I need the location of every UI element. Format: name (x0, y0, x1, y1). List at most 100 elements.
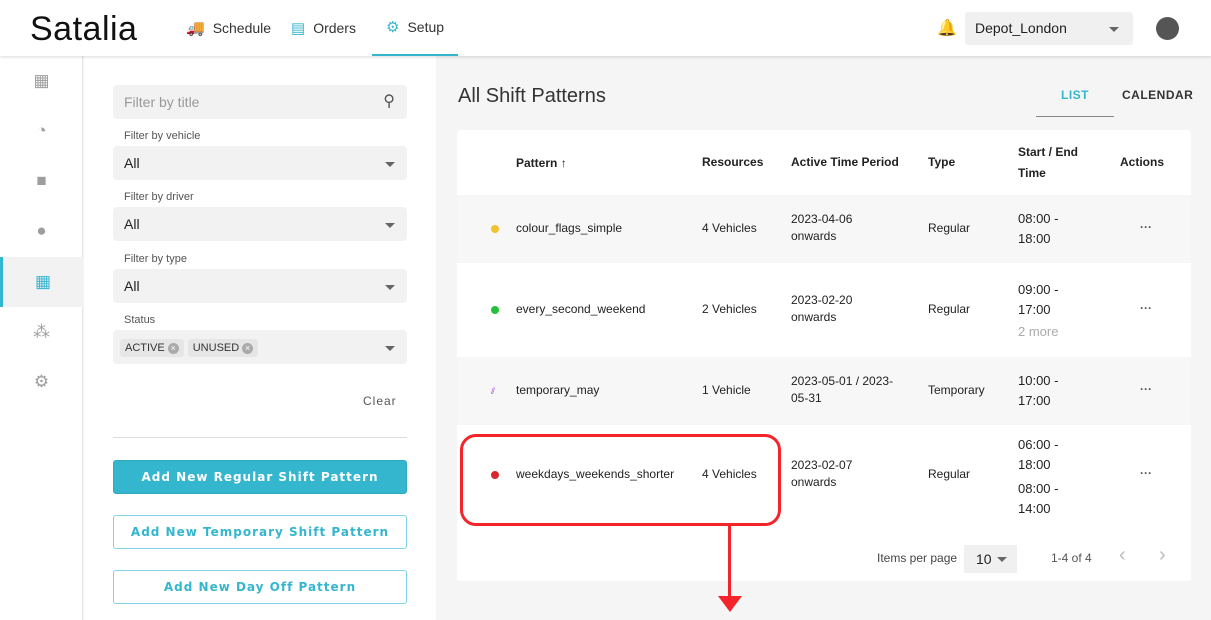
table-row[interactable]: colour_flags_simple 4 Vehicles 2023-04-0… (457, 195, 1191, 263)
nav-label: Schedule (212, 20, 272, 36)
clear-button[interactable]: Clear (363, 394, 397, 408)
search-icon: ⚲ (383, 93, 395, 110)
header-label: Pattern (516, 156, 558, 170)
active-period: 2023-02-07 onwards (791, 457, 852, 491)
table-row[interactable]: ⫽ temporary_may 1 Vehicle 2023-05-01 / 2… (457, 357, 1191, 425)
divider (113, 437, 407, 438)
truck-icon: 🚚 (186, 20, 205, 37)
more-actions-icon[interactable]: ··· (1140, 301, 1152, 315)
type-filter-select[interactable]: All (113, 269, 407, 303)
group-settings-icon[interactable]: ⚙ (33, 372, 50, 391)
active-period: 2023-02-20 onwards (791, 292, 852, 326)
status-filter-select[interactable]: ACTIVE × UNUSED × (113, 330, 407, 364)
times: 06:00 - 18:00 08:00 - 14:00 (1018, 435, 1058, 519)
items-per-page-label: Items per page (877, 551, 958, 565)
time-line: 18:00 (1018, 457, 1051, 472)
period-line: 2023-02-20 (791, 293, 853, 307)
active-period: 2023-04-06 onwards (791, 211, 852, 245)
status-filter-label: Status (124, 314, 156, 326)
page-title: All Shift Patterns (458, 85, 606, 107)
period-line: 05-31 (791, 391, 822, 405)
add-temporary-pattern-button[interactable]: Add New Temporary Shift Pattern (113, 515, 407, 549)
add-day-off-pattern-button[interactable]: Add New Day Off Pattern (113, 570, 407, 604)
more-actions-icon[interactable]: ··· (1140, 382, 1152, 396)
status-chip-active: ACTIVE × (120, 339, 184, 357)
pattern-type: Regular (928, 467, 971, 481)
bell-icon[interactable]: 🔔 (937, 20, 957, 37)
time-line: 08:00 - (1018, 481, 1059, 496)
vehicle-filter-label: Filter by vehicle (124, 130, 201, 142)
chevron-down-icon (385, 162, 395, 167)
striped-flag-icon: ⫽ (491, 386, 496, 396)
add-regular-pattern-button[interactable]: Add New Regular Shift Pattern (113, 460, 407, 494)
tab-list[interactable]: LIST (1036, 88, 1114, 117)
pattern-name[interactable]: colour_flags_simple (516, 221, 623, 235)
table-row[interactable]: every_second_weekend 2 Vehicles 2023-02-… (457, 263, 1191, 357)
more-actions-icon[interactable]: ··· (1140, 466, 1152, 480)
truck-icon[interactable]: ■ (36, 171, 47, 190)
remove-chip-icon[interactable]: × (167, 343, 179, 354)
speedometer-icon[interactable]: ◔ (36, 121, 47, 140)
prev-page-icon[interactable]: ‹ (1119, 544, 1126, 566)
value: All (124, 216, 140, 232)
table-row[interactable]: weekdays_weekends_shorter 4 Vehicles 202… (457, 425, 1191, 525)
time-line: 08:00 - (1018, 211, 1059, 226)
account-circle-icon[interactable] (1156, 17, 1179, 40)
value: All (124, 278, 140, 294)
page-range: 1-4 of 4 (1051, 551, 1092, 565)
vehicle-filter-select[interactable]: All (113, 146, 407, 180)
title-filter-input[interactable]: Filter by title ⚲ (113, 85, 407, 119)
depot-select[interactable]: Depot_London (965, 12, 1133, 45)
nav-orders[interactable]: ▤ Orders (291, 0, 356, 56)
chevron-down-icon (997, 557, 1007, 562)
depot-value: Depot_London (975, 20, 1067, 36)
next-page-icon[interactable]: › (1159, 544, 1166, 566)
period-line: 2023-02-07 (791, 458, 853, 472)
chevron-down-icon (385, 285, 395, 290)
nav-label: Setup (407, 19, 445, 35)
pattern-name[interactable]: every_second_weekend (516, 302, 646, 316)
chevron-down-icon (1109, 27, 1119, 32)
period-line: onwards (791, 475, 837, 489)
more-times-link[interactable]: 2 more (1018, 324, 1059, 339)
pattern-name[interactable]: temporary_may (516, 383, 600, 397)
person-icon[interactable]: ● (36, 221, 47, 240)
type-filter-label: Filter by type (124, 253, 187, 265)
pattern-type: Regular (928, 221, 971, 235)
arrow-down-icon (718, 596, 742, 612)
gear-icon: ⚙ (386, 19, 400, 36)
time-line: 18:00 (1018, 231, 1051, 246)
period-line: 2023-05-01 / 2023- (791, 374, 894, 388)
column-header-times: Start / End Time (1018, 145, 1079, 180)
color-flag-icon (491, 471, 499, 479)
remove-chip-icon[interactable]: × (242, 343, 254, 354)
pattern-name[interactable]: weekdays_weekends_shorter (516, 467, 675, 481)
pattern-type: Temporary (928, 383, 985, 397)
times: 09:00 - 17:00 2 more (1018, 280, 1058, 342)
items-per-page-select[interactable]: 10 (964, 545, 1017, 573)
value: 10 (976, 551, 992, 567)
time-line: 09:00 - (1018, 282, 1059, 297)
nav-setup[interactable]: ⚙ Setup (372, 0, 459, 56)
time-line: 10:00 - (1018, 373, 1059, 388)
store-icon[interactable]: ▦ (33, 71, 50, 90)
nav-label: Orders (313, 20, 356, 36)
nav-schedule[interactable]: 🚚 Schedule (186, 0, 271, 56)
driver-filter-select[interactable]: All (113, 207, 407, 241)
chip-label: ACTIVE (125, 342, 165, 354)
chevron-down-icon (385, 346, 395, 351)
tab-calendar[interactable]: CALENDAR (1122, 88, 1194, 102)
calendar-icon[interactable]: ▦ (0, 257, 83, 307)
placeholder: Filter by title (124, 94, 200, 110)
color-flag-icon (491, 225, 499, 233)
pattern-type: Regular (928, 302, 971, 316)
more-actions-icon[interactable]: ··· (1140, 220, 1152, 234)
filter-panel: Filter by title ⚲ Filter by vehicle All F… (84, 56, 436, 620)
period-line: onwards (791, 229, 837, 243)
time-line: 06:00 - (1018, 437, 1059, 452)
group-icon[interactable]: ⁂ (33, 322, 50, 341)
highlight-box (460, 434, 781, 526)
resources: 4 Vehicles (702, 221, 757, 235)
column-header-pattern[interactable]: Pattern ↑ (516, 155, 567, 172)
resources: 4 Vehicles (702, 467, 757, 481)
